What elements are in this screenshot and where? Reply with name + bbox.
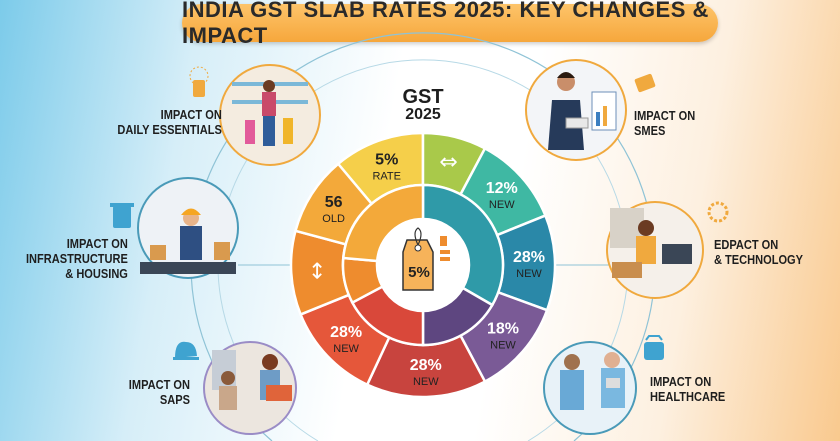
gst-heading-line1: GST bbox=[402, 86, 444, 108]
label-line: IMPACT ON bbox=[128, 377, 190, 392]
impact-daily-essentials-label: IMPACT ON DAILY ESSENTIALS bbox=[118, 107, 222, 137]
page-title: INDIA GST SLAB RATES 2025: KEY CHANGES &… bbox=[182, 0, 709, 48]
label-line: INFRASTRUCTURE bbox=[26, 251, 128, 266]
technology-image bbox=[606, 201, 704, 299]
label-line: SAPS bbox=[159, 392, 190, 407]
price-tag-icon bbox=[189, 66, 209, 97]
segment-value: 28% bbox=[410, 357, 442, 374]
impact-smes-label: IMPACT ON SMES bbox=[634, 108, 695, 138]
segment-value: 56 bbox=[325, 194, 343, 211]
infrastructure-image bbox=[137, 177, 239, 279]
label-line: DAILY ESSENTIALS bbox=[117, 122, 222, 137]
segment-caption: NEW bbox=[333, 343, 359, 355]
label-line: SMES bbox=[634, 123, 666, 138]
orbit-ring-inner bbox=[217, 59, 629, 441]
segment-caption: NEW bbox=[516, 268, 542, 280]
double-arrow-icon: ⇔ bbox=[439, 150, 457, 175]
segment-caption: NEW bbox=[490, 340, 516, 352]
saps-image bbox=[203, 341, 297, 435]
segment-value: 18% bbox=[487, 321, 519, 338]
recycle-bin-icon bbox=[110, 203, 134, 228]
daily-essentials-image bbox=[219, 64, 321, 166]
segment-caption: RATE bbox=[372, 170, 401, 182]
impact-infrastructure-label: IMPACT ON INFRASTRUCTURE & HOUSING bbox=[26, 236, 128, 281]
medical-icon bbox=[644, 335, 664, 360]
tag-icon bbox=[634, 73, 656, 93]
label-line: EDPACT ON bbox=[714, 237, 779, 252]
segment-value: 5% bbox=[375, 151, 398, 168]
impact-technology-label: EDPACT ON & TECHNOLOGY bbox=[714, 237, 803, 267]
segment-caption: OLD bbox=[322, 213, 345, 225]
label-line: IMPACT ON bbox=[634, 108, 696, 123]
segment-caption: NEW bbox=[489, 199, 515, 211]
healthcare-image bbox=[543, 341, 637, 435]
gear-icon bbox=[707, 201, 729, 223]
segment-value: 28% bbox=[513, 249, 545, 266]
label-line: IMPACT ON bbox=[650, 374, 712, 389]
label-line: HEALTHCARE bbox=[650, 389, 726, 404]
impact-saps-label: IMPACT ON SAPS bbox=[129, 377, 190, 407]
title-banner: INDIA GST SLAB RATES 2025: KEY CHANGES &… bbox=[182, 0, 718, 48]
label-line: IMPACT ON bbox=[160, 107, 222, 122]
label-line: & HOUSING bbox=[65, 266, 128, 281]
impact-healthcare-label: IMPACT ON HEALTHCARE bbox=[650, 374, 725, 404]
vertical-arrow-icon: ↕ bbox=[308, 259, 326, 284]
segment-value: 12% bbox=[486, 180, 518, 197]
gst-heading: GST 2025 bbox=[383, 86, 463, 124]
segment-value: 28% bbox=[330, 324, 362, 341]
piggy-bank-icon bbox=[173, 341, 199, 360]
center-rate: 5% bbox=[408, 264, 430, 281]
label-line: & TECHNOLOGY bbox=[714, 252, 804, 267]
price-tag-icon bbox=[402, 227, 450, 291]
gst-heading-line2: 2025 bbox=[405, 106, 441, 123]
label-line: IMPACT ON bbox=[66, 236, 128, 251]
segment-caption: NEW bbox=[413, 376, 439, 388]
smes-image bbox=[525, 59, 627, 161]
